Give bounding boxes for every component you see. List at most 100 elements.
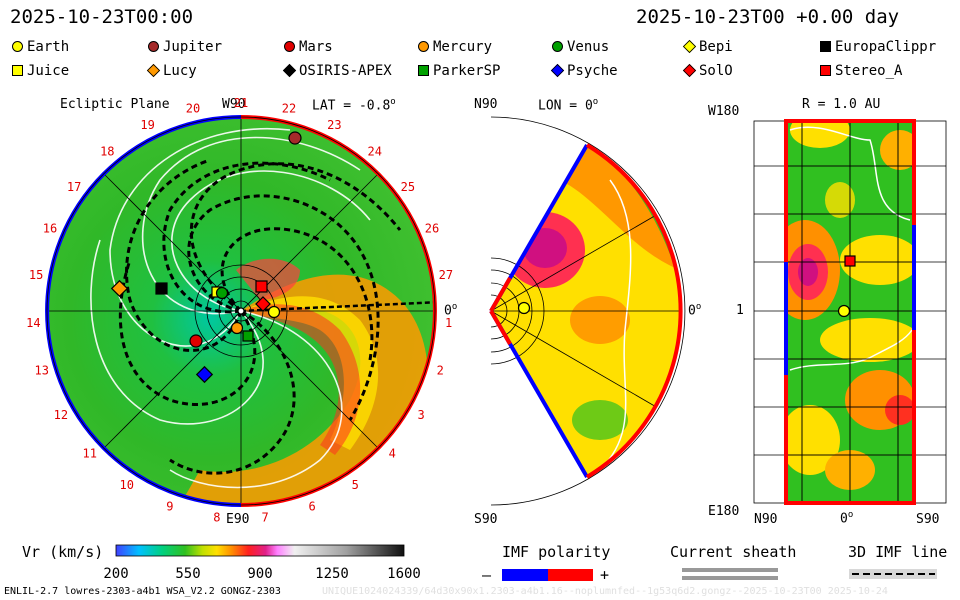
legend-item-venus: Venus (552, 39, 609, 55)
circle-icon (12, 41, 23, 52)
carrington-tick: 19 (140, 118, 154, 132)
footer-left: ENLIL-2.7 lowres-2303-a4b1 WSA_V2.2 GONG… (4, 586, 281, 597)
legend-item-parkersp: ParkerSP (418, 63, 500, 79)
n90-x-label: N90 (754, 512, 778, 527)
carrington-tick: 14 (26, 316, 40, 330)
s90-label: S90 (474, 512, 498, 527)
middle-zero-label: 0o (688, 302, 702, 319)
carrington-tick: 12 (54, 408, 68, 422)
current-sheath-title: Current sheath (670, 543, 797, 561)
earth-marker (267, 305, 281, 319)
carrington-tick: 26 (425, 222, 439, 236)
legend-item-jupiter: Jupiter (148, 39, 222, 55)
carrington-tick: 25 (401, 180, 415, 194)
stereo-a-marker (255, 280, 268, 293)
legend-label: Psyche (567, 63, 618, 79)
footer-right: UNIQUE1024024339/64d30x90x1.2303-a4b1.16… (322, 586, 888, 597)
carrington-tick: 7 (262, 511, 269, 525)
e90-label: E90 (226, 512, 250, 527)
venus-marker (215, 286, 229, 300)
circle-icon (552, 41, 563, 52)
psyche-marker (195, 365, 214, 384)
e180-label: E180 (708, 504, 740, 519)
lucy-marker (110, 279, 129, 298)
zero-x-label: 0o (840, 510, 854, 527)
vr-colorbar (115, 544, 405, 557)
legend-label: Juice (27, 63, 70, 79)
carrington-tick: 5 (352, 478, 359, 492)
carrington-tick: 22 (282, 102, 296, 116)
square-icon (820, 41, 831, 52)
solo-marker (255, 296, 271, 312)
carrington-tick: 6 (309, 499, 316, 513)
carrington-tick: 2 (437, 364, 444, 378)
colorbar-tick: 200 (103, 566, 128, 582)
date-left: 2025-10-23T00:00 (10, 6, 194, 28)
legend-item-europaclippr: EuropaClippr (820, 39, 936, 55)
imf-positive-swatch (548, 569, 593, 581)
left-zero-label: 0o (444, 302, 458, 319)
imf-negative-swatch (502, 569, 548, 581)
legend-label: SolO (699, 63, 733, 79)
legend-label: Mars (299, 39, 333, 55)
jupiter-marker (288, 131, 302, 145)
n90-label: N90 (474, 97, 498, 112)
carrington-tick: 17 (67, 180, 81, 194)
right-mid-label: 1 (736, 303, 744, 318)
sheath-line-1 (682, 568, 778, 572)
legend-item-mercury: Mercury (418, 39, 492, 55)
colorbar-label: Vr (km/s) (22, 543, 104, 561)
imf-polarity-title: IMF polarity (502, 543, 611, 561)
legend-item-earth: Earth (12, 39, 69, 55)
square-icon (820, 65, 831, 76)
legend-item-solo: SolO (682, 63, 733, 79)
circle-icon (148, 41, 159, 52)
parker-marker (242, 330, 254, 342)
square-icon (12, 65, 23, 76)
carrington-tick: 4 (389, 447, 396, 461)
earth-marker-meridional (517, 301, 531, 315)
carrington-tick: 3 (418, 408, 425, 422)
lat-label: LAT = -0.8o (312, 97, 396, 114)
legend-label: Earth (27, 39, 70, 55)
mercury-marker (230, 321, 244, 335)
earth-marker-map (837, 304, 851, 318)
stereo-a-marker-map (844, 255, 856, 267)
carrington-tick: 1 (445, 316, 452, 330)
legend-item-juice: Juice (12, 63, 69, 79)
colorbar-tick: 900 (247, 566, 272, 582)
carrington-tick: 11 (82, 447, 96, 461)
imf-plus: + (600, 566, 610, 584)
carrington-tick: 9 (166, 499, 173, 513)
legend-item-psyche: Psyche (550, 63, 618, 79)
carrington-tick: 21 (234, 96, 248, 110)
legend-label: Lucy (163, 63, 197, 79)
carrington-tick: 23 (327, 118, 341, 132)
carrington-tick: 15 (29, 268, 43, 282)
radius-label: R = 1.0 AU (802, 97, 881, 112)
carrington-tick: 20 (186, 102, 200, 116)
s90-x-label: S90 (916, 512, 940, 527)
colorbar-tick: 550 (175, 566, 200, 582)
europa-clipper-marker (155, 282, 168, 295)
ecliptic-plane-title: Ecliptic Plane (60, 97, 170, 112)
carrington-tick: 27 (439, 268, 453, 282)
carrington-tick: 16 (43, 222, 57, 236)
w90-label: W90 (222, 97, 246, 112)
carrington-tick: 10 (119, 478, 133, 492)
legend-label: EuropaClippr (835, 39, 937, 55)
legend-item-mars: Mars (284, 39, 333, 55)
w180-label: W180 (708, 104, 740, 119)
circle-icon (284, 41, 295, 52)
square-icon (418, 65, 429, 76)
circle-icon (418, 41, 429, 52)
legend-item-osiris-apex: OSIRIS-APEX (282, 63, 392, 79)
lon-label: LON = 0o (538, 97, 599, 114)
legend-label: ParkerSP (433, 63, 501, 79)
imf-minus: – (482, 566, 492, 584)
legend-label: Stereo_A (835, 63, 903, 79)
legend-label: Mercury (433, 39, 493, 55)
date-right: 2025-10-23T00 +0.00 day (636, 6, 900, 28)
carrington-tick: 8 (213, 511, 220, 525)
